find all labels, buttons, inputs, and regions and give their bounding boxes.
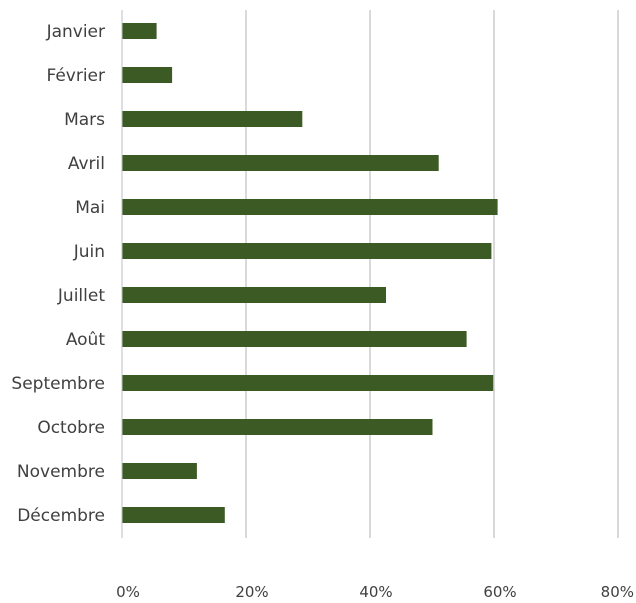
x-tick-label: 40%: [359, 583, 392, 599]
category-label: Mars: [64, 110, 105, 130]
x-tick-label: 60%: [483, 583, 516, 599]
bar-décembre: [122, 507, 225, 523]
category-label: Juin: [73, 242, 105, 262]
category-label: Décembre: [17, 506, 105, 526]
category-labels: Janvier Février Mars Avril Mai Juin Juillet Aoû…: [11, 22, 105, 526]
bars: [122, 23, 498, 523]
category-label: Août: [66, 330, 106, 350]
bar-juin: [122, 243, 492, 259]
category-label: Novembre: [17, 462, 105, 482]
category-label: Juillet: [57, 286, 105, 306]
bar-octobre: [122, 419, 433, 435]
category-label: Octobre: [37, 418, 105, 438]
x-tick-label: 0%: [116, 583, 140, 599]
category-label: Septembre: [11, 374, 105, 394]
bar-février: [122, 67, 173, 83]
gridlines: [245, 10, 619, 538]
bar-mai: [122, 199, 498, 215]
category-label: Janvier: [46, 22, 105, 42]
bar-août: [122, 331, 467, 347]
x-tick-label: 80%: [601, 583, 634, 599]
x-tick-labels: 0% 20% 40% 60% 80%: [116, 583, 634, 601]
category-label: Mai: [75, 198, 105, 218]
bar-janvier: [122, 23, 157, 39]
category-label: Février: [46, 66, 105, 86]
bar-juillet: [122, 287, 386, 303]
bar-avril: [122, 155, 439, 171]
x-tick-label: 20%: [235, 583, 268, 599]
category-label: Avril: [68, 154, 105, 174]
bar-novembre: [122, 463, 197, 479]
bar-mars: [122, 111, 303, 127]
bar-septembre: [122, 375, 494, 391]
